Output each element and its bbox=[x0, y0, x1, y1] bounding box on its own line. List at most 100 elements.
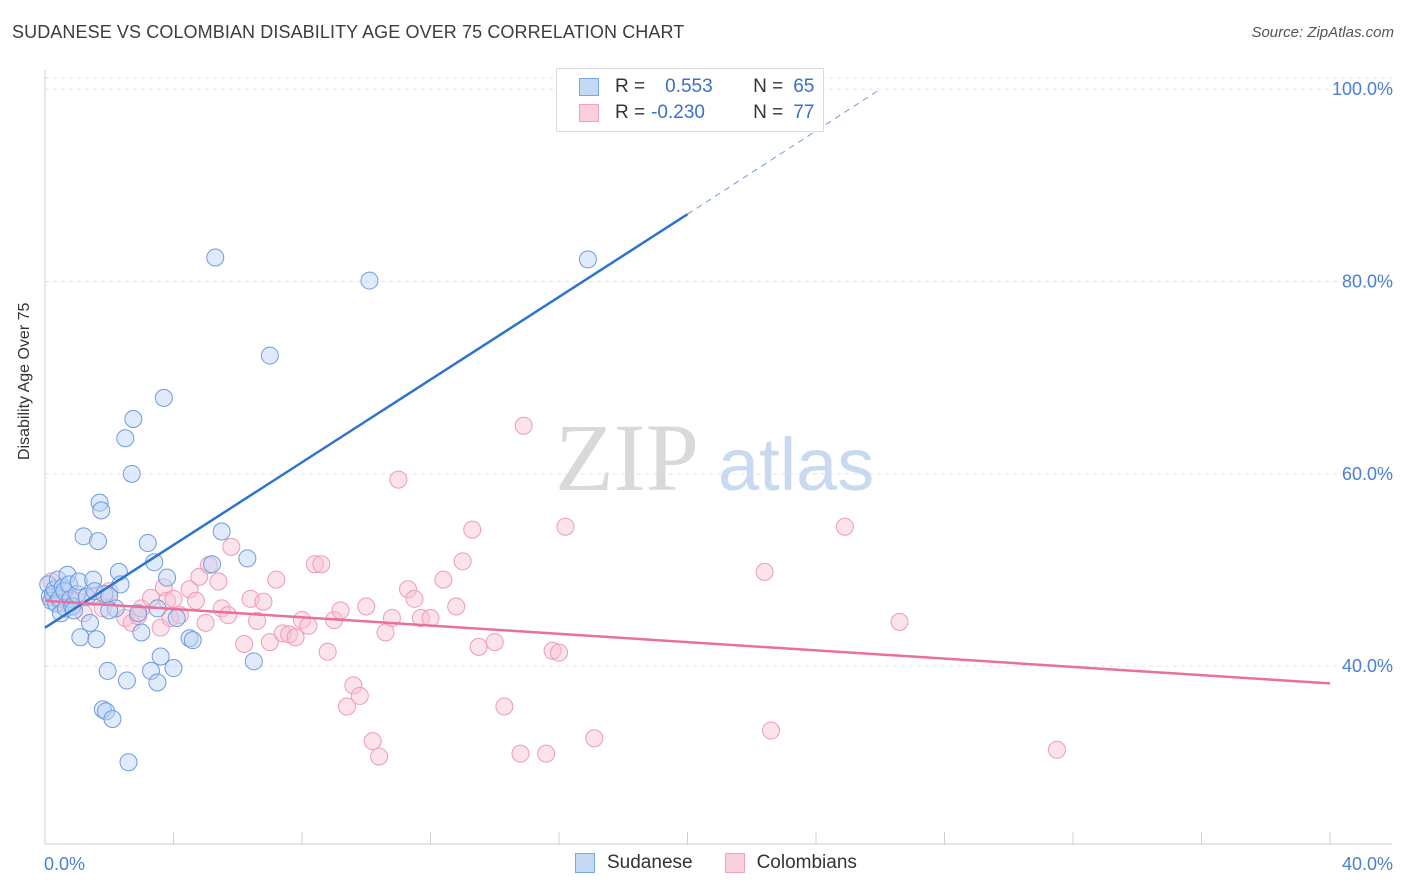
colombians-point bbox=[186, 591, 205, 610]
sudanese-point bbox=[244, 652, 263, 671]
colombians-point bbox=[370, 747, 389, 766]
sudanese-point bbox=[122, 464, 141, 483]
x-tick-label-min: 0.0% bbox=[44, 854, 85, 874]
sudanese-point bbox=[71, 628, 90, 647]
sudanese-point bbox=[124, 410, 143, 429]
colombians-point bbox=[399, 580, 418, 599]
colombians-point bbox=[254, 592, 273, 611]
watermark: ZIP atlas bbox=[555, 404, 874, 511]
colombians-point bbox=[196, 613, 215, 632]
sudanese-point bbox=[183, 631, 202, 650]
legend-r-value-2: -0.230 bbox=[651, 102, 705, 123]
colombians-point bbox=[344, 676, 363, 695]
sudanese-point bbox=[90, 493, 109, 512]
legend-item-colombians: Colombians bbox=[724, 852, 857, 874]
sudanese-point bbox=[98, 661, 117, 680]
sudanese-point bbox=[132, 623, 151, 642]
colombians-point bbox=[762, 721, 781, 740]
sudanese-point bbox=[87, 630, 106, 649]
colombians-point bbox=[550, 643, 568, 662]
colombians-point bbox=[556, 517, 575, 536]
colombians-point bbox=[337, 697, 356, 716]
colombians-point bbox=[305, 555, 324, 574]
colombians-swatch bbox=[579, 104, 599, 122]
colombians-point bbox=[543, 641, 562, 660]
sudanese-swatch bbox=[579, 78, 599, 96]
colombians-point bbox=[514, 416, 533, 435]
colombians-point bbox=[1047, 740, 1066, 759]
colombians-point bbox=[286, 628, 305, 647]
watermark-zip: ZIP bbox=[555, 404, 699, 511]
sudanese-point bbox=[119, 753, 138, 772]
colombians-point bbox=[222, 537, 241, 556]
sudanese-point bbox=[360, 271, 379, 290]
x-tick-label-max: 40.0% bbox=[1342, 854, 1393, 874]
y-tick-label: 80.0% bbox=[1342, 272, 1393, 292]
colombians-point bbox=[190, 567, 209, 586]
sudanese-legend-label: Sudanese bbox=[607, 852, 693, 873]
sudanese-point bbox=[154, 388, 173, 407]
sudanese-point bbox=[138, 534, 157, 553]
colombians-point bbox=[511, 744, 530, 763]
tick-labels: 40.0% 60.0% 80.0% 100.0% 0.0% 40.0% bbox=[44, 79, 1393, 874]
stats-legend: R = 0.553 N = 65 R = -0.230 N = 77 bbox=[556, 68, 824, 132]
sudanese-point bbox=[260, 346, 279, 365]
sudanese-legend-swatch bbox=[575, 853, 595, 873]
colombians-point bbox=[463, 520, 482, 539]
sudanese-point bbox=[93, 700, 112, 719]
sudanese-point bbox=[97, 702, 116, 721]
legend-r-label-2: R = bbox=[615, 102, 646, 123]
legend-n-value-1: 65 bbox=[793, 76, 815, 97]
colombians-point bbox=[312, 555, 331, 574]
trend-lines bbox=[44, 88, 1331, 685]
colombians-point bbox=[755, 562, 774, 581]
sudanese-point bbox=[578, 250, 597, 269]
sudanese-point bbox=[142, 661, 161, 680]
legend-row-colombians: R = -0.230 N = 77 bbox=[579, 101, 814, 125]
colombians-point bbox=[357, 597, 376, 616]
axes bbox=[44, 70, 1392, 845]
sudanese-point bbox=[92, 501, 111, 520]
sudanese-point bbox=[167, 609, 186, 628]
colombians-point bbox=[453, 552, 472, 571]
colombians-point bbox=[219, 606, 238, 625]
sudanese-point bbox=[206, 248, 225, 267]
colombians-point bbox=[267, 570, 286, 589]
y-axis-label: Disability Age Over 75 bbox=[16, 302, 33, 460]
colombians-point bbox=[151, 618, 170, 637]
sudanese-point bbox=[129, 604, 148, 623]
legend-r-label-1: R = bbox=[615, 76, 646, 97]
sudanese-point bbox=[74, 527, 93, 546]
colombians-point bbox=[164, 589, 183, 608]
colombians-point bbox=[537, 744, 556, 763]
colombians-point bbox=[248, 611, 267, 630]
y-tick-label: 40.0% bbox=[1342, 656, 1393, 676]
sudanese-point bbox=[203, 555, 222, 574]
colombians-point bbox=[180, 580, 199, 599]
sudanese-point bbox=[158, 568, 177, 587]
colombians-point bbox=[209, 572, 228, 591]
colombians-point bbox=[835, 517, 854, 536]
colombians-point bbox=[469, 637, 488, 656]
sudanese-point bbox=[164, 659, 183, 678]
legend-row-sudanese: R = 0.553 N = 65 bbox=[579, 75, 814, 99]
sudanese-point bbox=[89, 532, 108, 551]
sudanese-point bbox=[151, 647, 170, 666]
colombians-point bbox=[363, 732, 382, 751]
sudanese-point bbox=[180, 629, 199, 648]
sudanese-trend-extension bbox=[687, 88, 881, 215]
colombians-point bbox=[434, 570, 453, 589]
y-tick-label: 60.0% bbox=[1342, 464, 1393, 484]
colombians-point bbox=[350, 686, 369, 705]
colombians-point bbox=[890, 612, 909, 631]
colombians-legend-swatch bbox=[724, 853, 745, 873]
colombians-point bbox=[299, 616, 318, 635]
sudanese-trend-line bbox=[44, 213, 689, 629]
legend-n-label-1: N = bbox=[753, 76, 784, 97]
legend-r-value-1: 0.553 bbox=[665, 76, 713, 97]
colombians-point bbox=[389, 470, 408, 489]
colombians-point bbox=[405, 589, 424, 608]
grid bbox=[45, 77, 1392, 667]
chart-title: SUDANESE VS COLOMBIAN DISABILITY AGE OVE… bbox=[12, 22, 685, 42]
